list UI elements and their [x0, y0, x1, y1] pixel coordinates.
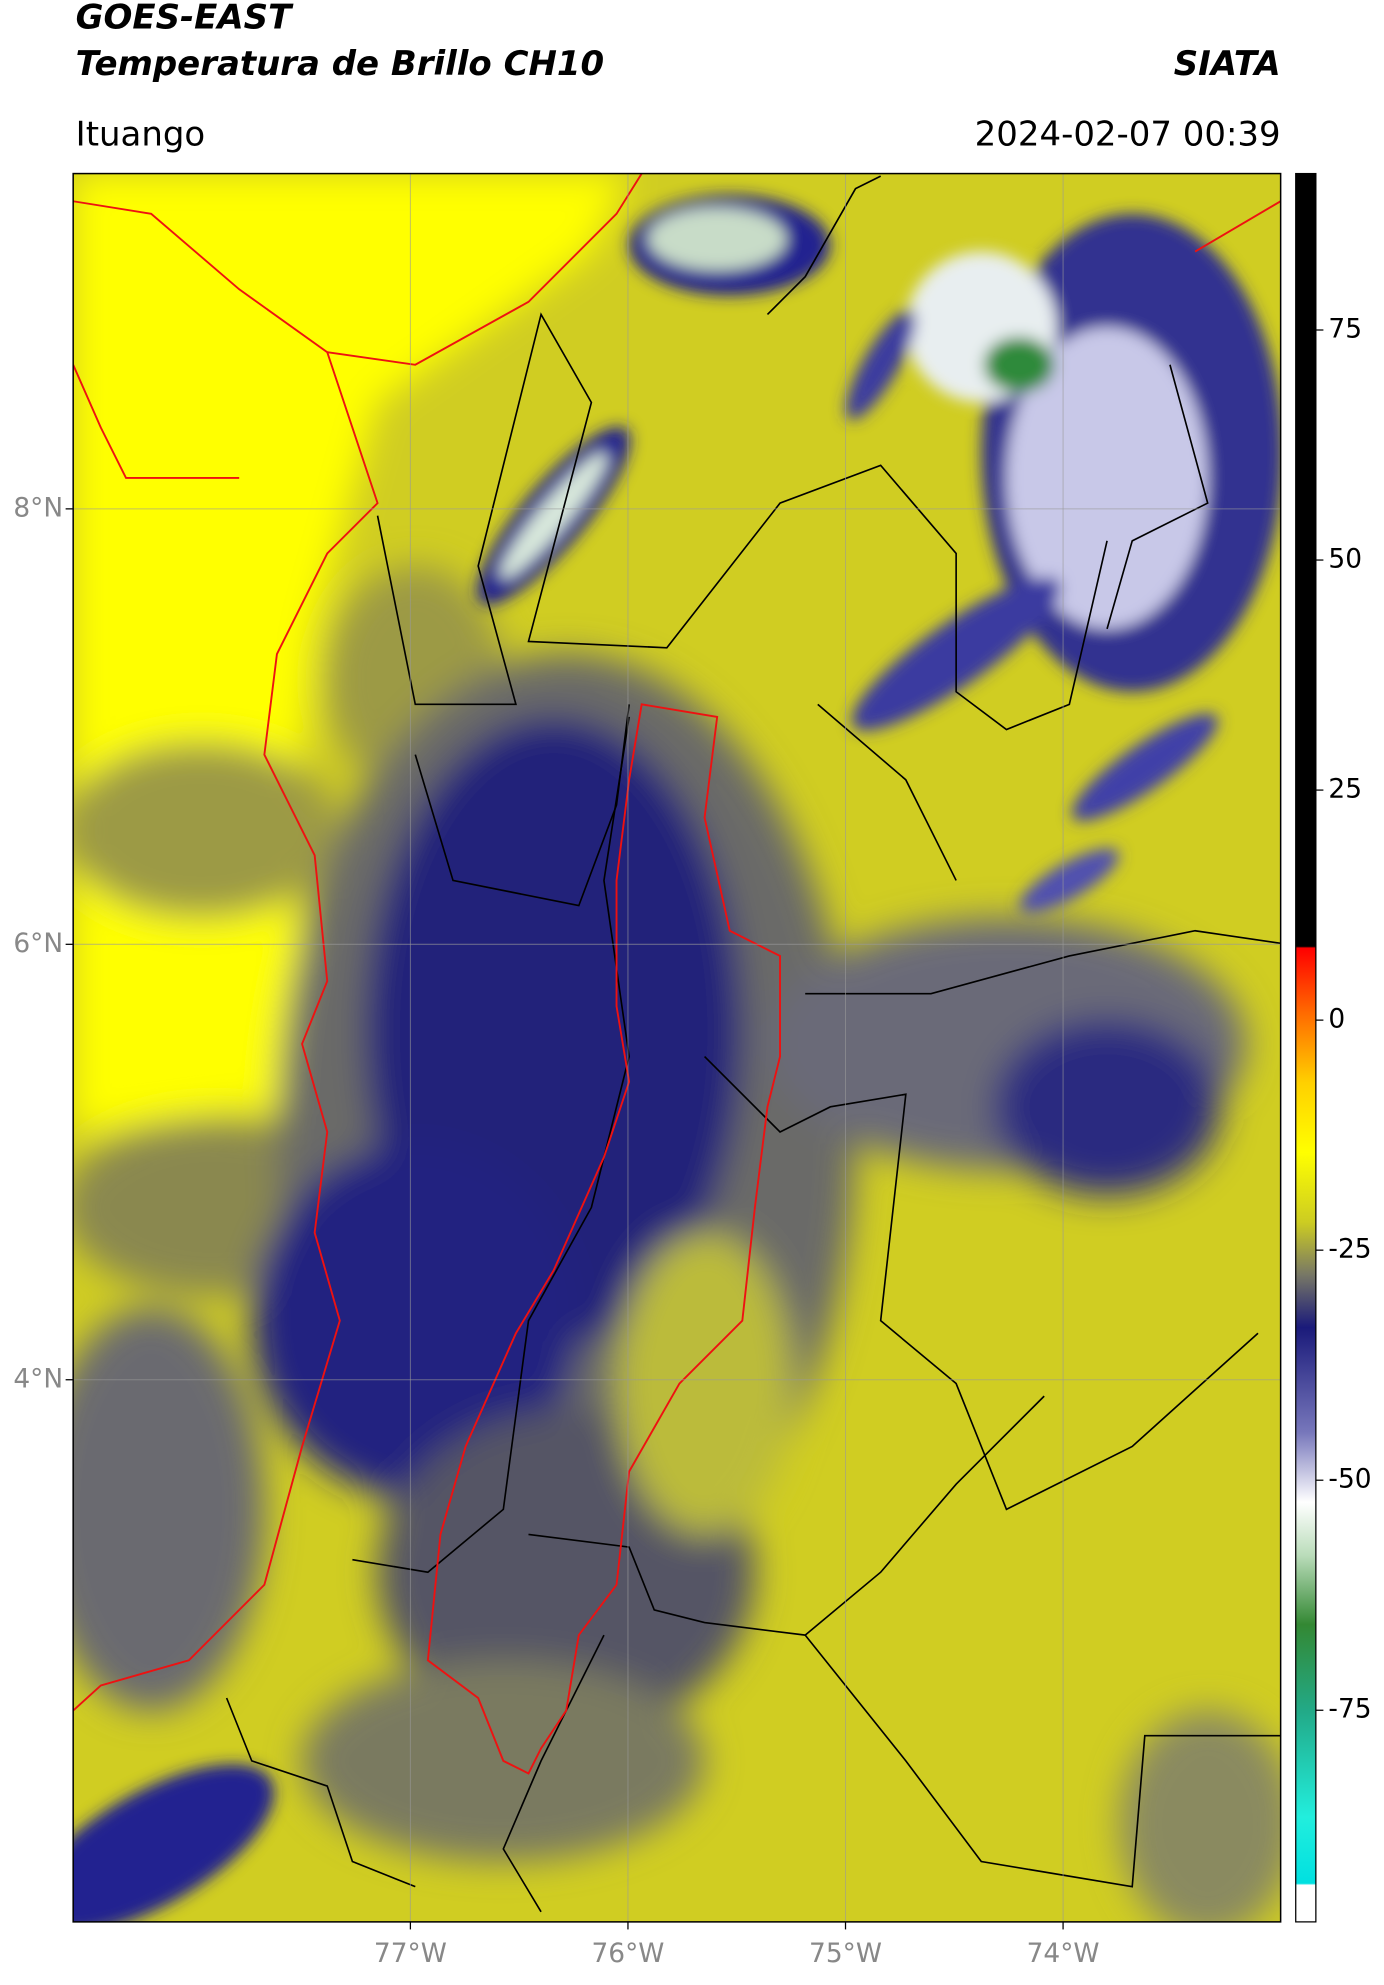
x-tick-label: 74°W — [1027, 1938, 1100, 1969]
y-tick-label: 6°N — [13, 928, 63, 959]
x-tick-label: 77°W — [374, 1938, 447, 1969]
colorbar-tick-label: -50 — [1328, 1464, 1371, 1495]
colorbar-tick-label: -25 — [1328, 1234, 1371, 1265]
colorbar-tick-label: 50 — [1328, 544, 1362, 575]
coast-and-ituango-outline — [73, 173, 1281, 1775]
colorbar-tick-label: 75 — [1328, 314, 1362, 345]
colorbar-tick-label: -75 — [1328, 1694, 1371, 1725]
admin-borders — [225, 175, 1281, 1913]
colorbar-tick-label: 0 — [1328, 1004, 1345, 1035]
colorbar-tick-label: 25 — [1328, 774, 1362, 805]
map-image — [73, 173, 1281, 1922]
y-tick-label: 4°N — [13, 1363, 63, 1394]
map-frame — [72, 172, 1282, 1923]
title: GOES-EAST — [76, 0, 294, 37]
x-tick-label: 75°W — [809, 1938, 882, 1969]
colorbar — [1295, 172, 1317, 1923]
subtitle: Temperatura de Brillo CH10 — [76, 44, 604, 84]
y-tick-label: 8°N — [13, 492, 63, 523]
source: SIATA — [1174, 44, 1281, 84]
datetime: 2024-02-07 00:39 — [975, 114, 1281, 154]
location: Ituango — [76, 114, 206, 154]
graticule — [73, 173, 1281, 1922]
x-tick-label: 76°W — [591, 1938, 664, 1969]
